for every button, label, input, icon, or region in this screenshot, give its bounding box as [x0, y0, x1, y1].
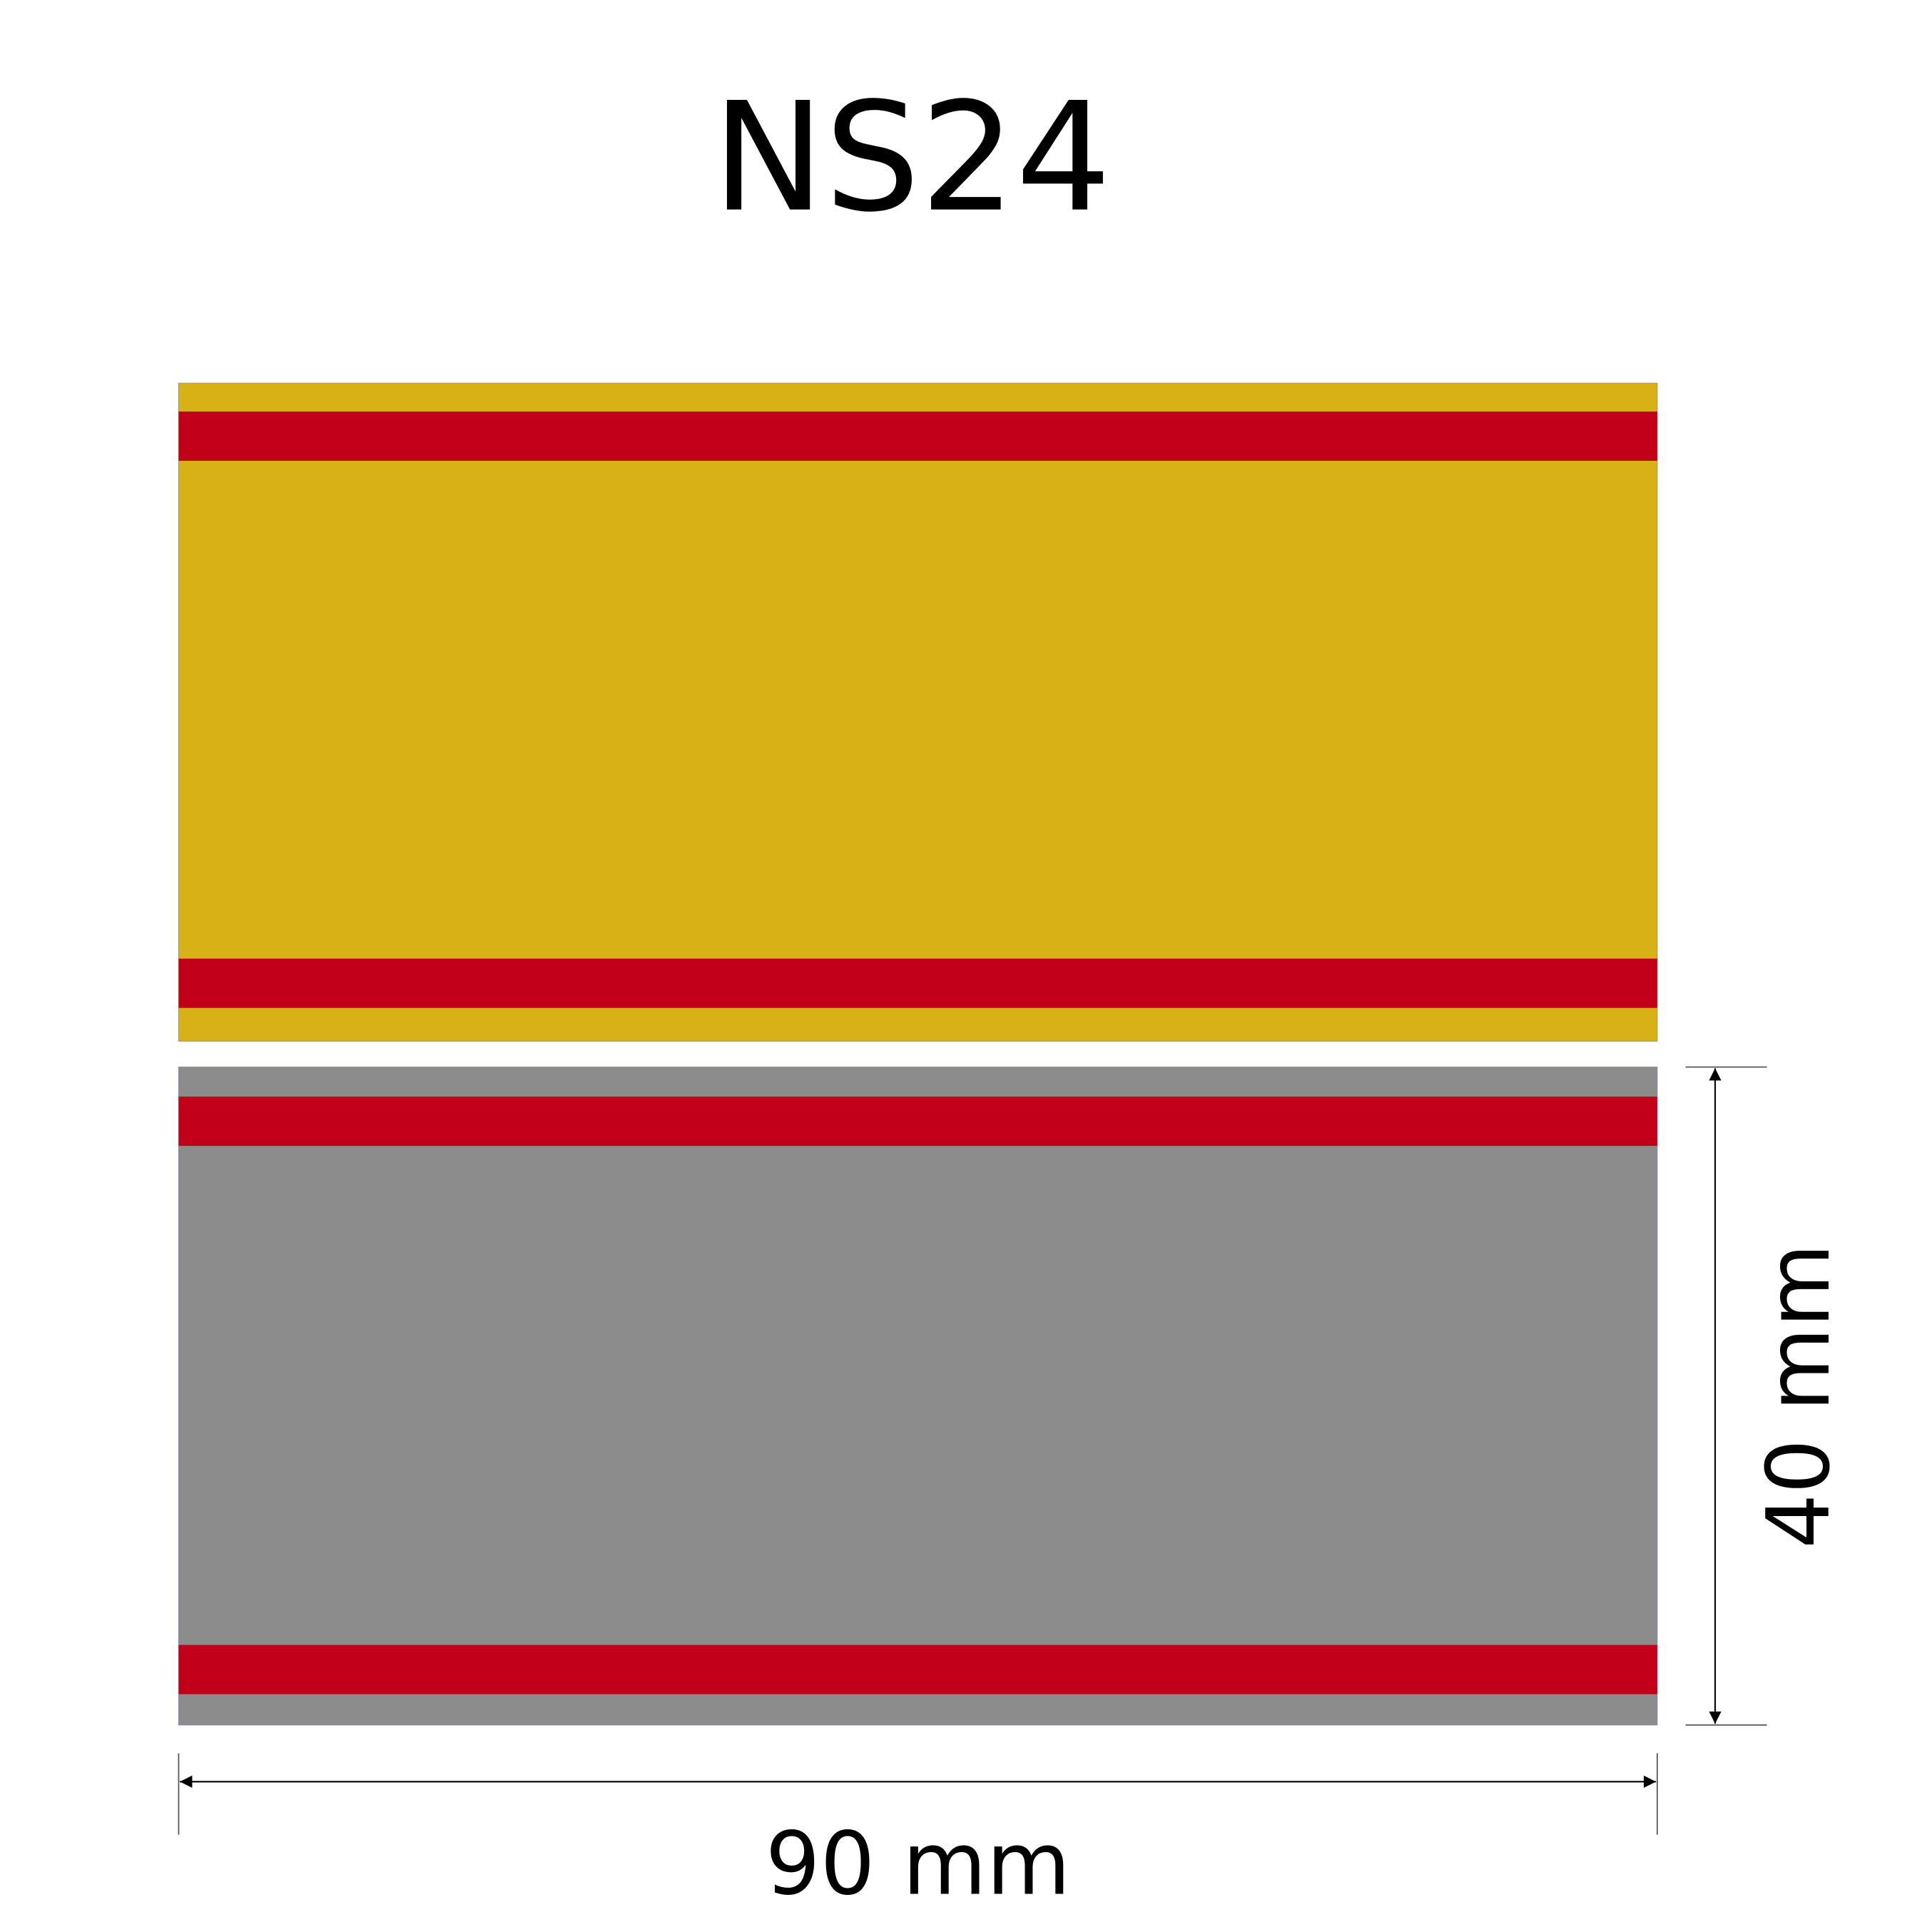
- width-label: 90 mm: [766, 1814, 1071, 1914]
- ribbon-back-base: [178, 1067, 1658, 1726]
- ribbon-front-base: [178, 382, 1658, 1042]
- width-dimension: 90 mm: [178, 1753, 1658, 1914]
- ribbon-back-stripe-top: [178, 1097, 1657, 1147]
- ribbon-front-stripe-top: [178, 411, 1657, 461]
- ribbon-front: [178, 382, 1658, 1042]
- height-dimension: 40 mm: [1685, 1066, 1849, 1726]
- ribbon-back-stripe-bottom: [178, 1644, 1657, 1694]
- title: NS24: [712, 70, 1111, 245]
- ribbon-front-stripe-bottom: [178, 958, 1657, 1008]
- ribbon-back: [178, 1067, 1658, 1726]
- height-label: 40 mm: [1749, 1244, 1849, 1549]
